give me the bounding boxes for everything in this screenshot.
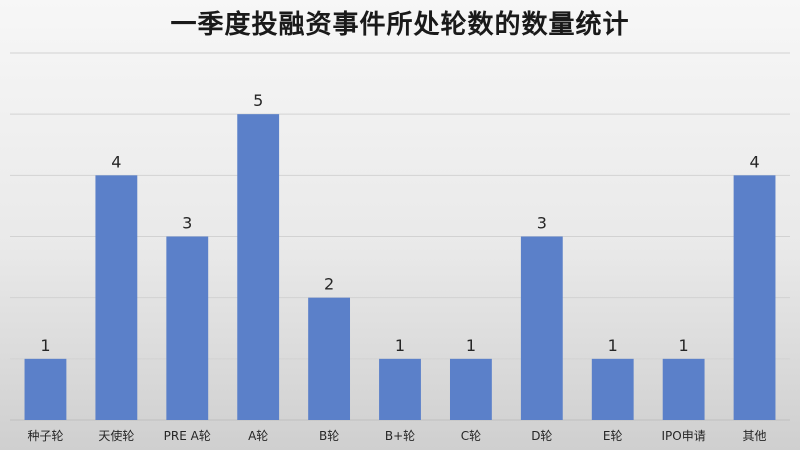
- x-tick-label: IPO申请: [662, 429, 706, 443]
- bar: [662, 358, 705, 420]
- data-label: 2: [324, 275, 334, 294]
- bar: [449, 358, 492, 420]
- bar: [308, 297, 351, 420]
- x-tick-label: B轮: [319, 429, 339, 443]
- x-tick-label: 其他: [743, 429, 767, 443]
- data-label: 5: [253, 91, 263, 110]
- x-tick-label: 天使轮: [98, 428, 134, 443]
- data-label: 3: [182, 214, 192, 233]
- bar: [379, 358, 421, 420]
- x-tick-label: C轮: [461, 429, 481, 443]
- data-label: 1: [395, 336, 405, 355]
- data-label: 1: [40, 336, 50, 355]
- data-label: 1: [466, 336, 476, 355]
- bar: [24, 358, 67, 420]
- data-label: 1: [608, 336, 618, 355]
- data-label: 3: [537, 214, 547, 233]
- bar: [520, 236, 563, 420]
- x-tick-labels: 种子轮 天使轮 PRE A轮 A轮 B轮 B+轮 C轮 D轮 E轮 IPO申请 其他: [27, 428, 766, 443]
- x-tick-label: A轮: [248, 429, 268, 443]
- data-label: 4: [111, 152, 121, 171]
- x-tick-label: D轮: [531, 429, 552, 443]
- data-labels: 1 4 3 5 2 1 1 3 1 1 4: [40, 91, 759, 355]
- x-tick-label: E轮: [603, 429, 623, 443]
- x-tick-label: PRE A轮: [164, 429, 211, 443]
- bars: [24, 114, 776, 421]
- bar: [95, 175, 138, 420]
- bar: [733, 175, 776, 420]
- data-label: 1: [679, 336, 689, 355]
- bar: [237, 114, 280, 421]
- data-label: 4: [749, 152, 759, 171]
- x-tick-label: B+轮: [385, 429, 415, 443]
- chart-title: 一季度投融资事件所处轮数的数量统计: [170, 10, 630, 40]
- bar: [591, 358, 634, 420]
- x-tick-label: 种子轮: [27, 429, 63, 443]
- bar: [166, 236, 209, 420]
